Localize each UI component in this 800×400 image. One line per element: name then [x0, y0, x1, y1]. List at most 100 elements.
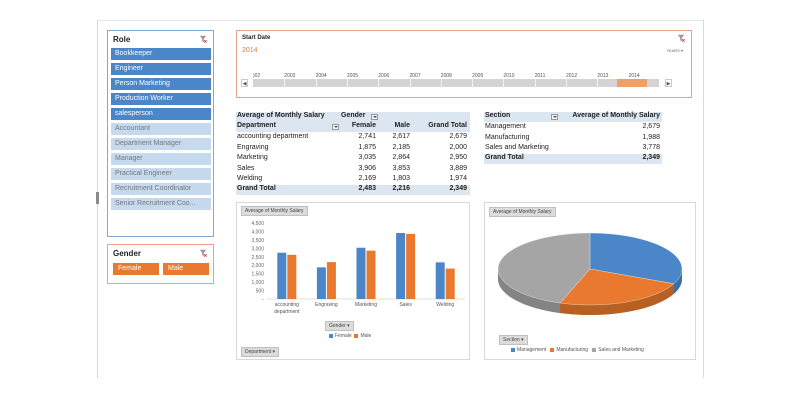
section-filter-dropdown[interactable]	[551, 114, 558, 120]
role-item[interactable]: Bookkeeper	[111, 48, 211, 60]
measure-field-button[interactable]: Average of Monthly Salary	[489, 207, 556, 217]
role-slicer: Role Bookkeeper Engineer Person Marketing P…	[107, 30, 214, 237]
timeline-scroll-left[interactable]: ◀	[241, 79, 248, 87]
role-item[interactable]: Department Manager	[111, 138, 211, 150]
gender-legend-button[interactable]: Gender ▾	[325, 321, 354, 331]
bar-male[interactable]	[445, 268, 455, 299]
clear-filter-icon[interactable]	[199, 35, 207, 43]
pie-slice-manufacturing[interactable]	[559, 268, 675, 306]
pivot-value-cell: 1,974	[449, 175, 467, 182]
timeline-period-divider	[503, 79, 505, 87]
salary-pie-chart[interactable]: Average of Monthly Salary Section ▾ Mana…	[484, 202, 696, 360]
bar-female[interactable]	[316, 267, 326, 299]
measure-field-button[interactable]: Average of Monthly Salary	[241, 206, 308, 216]
pivot-value-cell: 3,889	[449, 164, 467, 172]
pivot-header-band	[484, 112, 662, 122]
pie-slice-management[interactable]	[589, 232, 683, 284]
role-item[interactable]: Accountant	[111, 123, 211, 135]
role-item[interactable]: salesperson	[111, 108, 211, 120]
pivot-col-header: Male	[394, 122, 410, 129]
department-axis-button[interactable]: Department ▾	[241, 347, 280, 357]
pivot-value-cell: 2,950	[449, 154, 467, 161]
pivot-grand-total-row	[484, 154, 662, 164]
pie-slice-side	[560, 283, 674, 315]
timeline-scroll-right[interactable]: ▶	[665, 79, 672, 87]
pie-chart-plot	[497, 232, 683, 315]
timeline-year-label: 2004	[315, 73, 327, 79]
legend-label: Management	[517, 347, 547, 353]
department-filter-dropdown[interactable]	[332, 124, 339, 130]
pivot-value-cell: 2,617	[392, 133, 410, 140]
bar-female[interactable]	[396, 233, 406, 299]
pivot-row-label: Welding	[237, 175, 263, 182]
department-axis-label: Department	[245, 349, 272, 355]
timeline-year-label: 2007	[409, 73, 421, 79]
role-item[interactable]: Manager	[111, 153, 211, 165]
bar-female[interactable]	[356, 247, 366, 299]
pivot-col-header: Female	[351, 122, 376, 129]
timeline-period-divider	[534, 79, 536, 87]
bar-male[interactable]	[287, 254, 297, 299]
bar-male[interactable]	[406, 233, 416, 299]
legend-swatch-female	[329, 333, 333, 338]
bar-chart-plot: 4,500 4,000 3,500 3,000 2,500 2,000 1,500 1,000…	[251, 221, 465, 315]
pie-slice-side	[498, 269, 561, 314]
gender-item-male[interactable]: Male	[163, 263, 209, 275]
timeline-level-dropdown[interactable]: YEARS ▾	[666, 48, 683, 53]
pivot-subheader-band	[236, 122, 470, 132]
timeline-year-label: 2014	[628, 73, 640, 79]
salary-bar-chart[interactable]: Average of Monthly Salary 4,500 4,000 3,50…	[236, 202, 470, 360]
timeline-year-label: 2009	[472, 73, 484, 79]
role-slicer-title: Role	[113, 35, 131, 44]
x-category-label: Welding	[436, 302, 454, 308]
y-tick-label: 500	[256, 289, 265, 295]
pivot-total-value: 2,349	[449, 185, 467, 192]
pivot-measure-label: Average of Monthly Salary	[237, 112, 325, 119]
bar-female[interactable]	[277, 252, 287, 299]
clear-filter-icon[interactable]	[677, 34, 685, 42]
section-legend-button[interactable]: Section ▾	[499, 335, 528, 345]
pivot-grand-total-row	[236, 185, 470, 195]
gender-filter-dropdown[interactable]	[371, 114, 378, 120]
pivot-row-label: Management	[485, 123, 526, 130]
timeline-selected-bar[interactable]	[617, 79, 647, 87]
section-legend-label: Section	[503, 337, 520, 343]
timeline-period-divider	[597, 79, 599, 87]
column-resize-handle[interactable]	[96, 192, 99, 204]
bar-male[interactable]	[366, 250, 376, 299]
pivot-column-field: Gender	[341, 112, 366, 119]
pie-slice-side	[673, 269, 682, 294]
y-tick-label: -	[262, 297, 264, 303]
bar-male[interactable]	[326, 262, 336, 299]
y-tick-label: 4,000	[251, 229, 264, 235]
x-category-label: Sales	[399, 302, 412, 308]
role-item[interactable]: Practical Engineer	[111, 168, 211, 180]
bar-female[interactable]	[435, 262, 445, 299]
role-item[interactable]: Production Worker	[111, 93, 211, 105]
pivot-col-header: Grand Total	[428, 122, 467, 129]
timeline-period-divider	[566, 79, 567, 87]
timeline-track[interactable]	[253, 79, 659, 87]
pie-slice-sales-and-marketing[interactable]	[497, 232, 591, 304]
y-tick-label: 3,000	[251, 246, 264, 252]
clear-filter-icon[interactable]	[199, 249, 207, 257]
pivot-value-cell: 2,185	[392, 143, 410, 151]
role-item[interactable]: Engineer	[111, 63, 211, 75]
role-item[interactable]: Senior Recruitment Coo...	[111, 198, 211, 210]
role-item[interactable]: Person Marketing	[111, 78, 211, 90]
y-tick-label: 2,000	[251, 263, 264, 269]
gender-item-female[interactable]: Female	[113, 263, 159, 275]
gender-legend-label: Gender	[329, 323, 346, 329]
timeline-period-divider	[472, 79, 473, 87]
legend-swatch-male	[354, 333, 359, 338]
pivot-value-cell: 1,988	[642, 133, 660, 141]
timeline-period-divider	[378, 79, 379, 87]
pivot-value-cell: 2,169	[358, 175, 376, 182]
pivot-total-value: 2,349	[642, 154, 660, 161]
pie-legend: Management Manufacturing Sales and Marke…	[511, 347, 644, 353]
legend-swatch-sales-marketing	[592, 347, 597, 352]
y-tick-label: 4,500	[251, 221, 264, 227]
pivot-row-label: Marketing	[237, 154, 268, 161]
role-item[interactable]: Recruitment Coordinator	[111, 183, 211, 195]
timeline-year-label: 2008	[440, 73, 452, 79]
